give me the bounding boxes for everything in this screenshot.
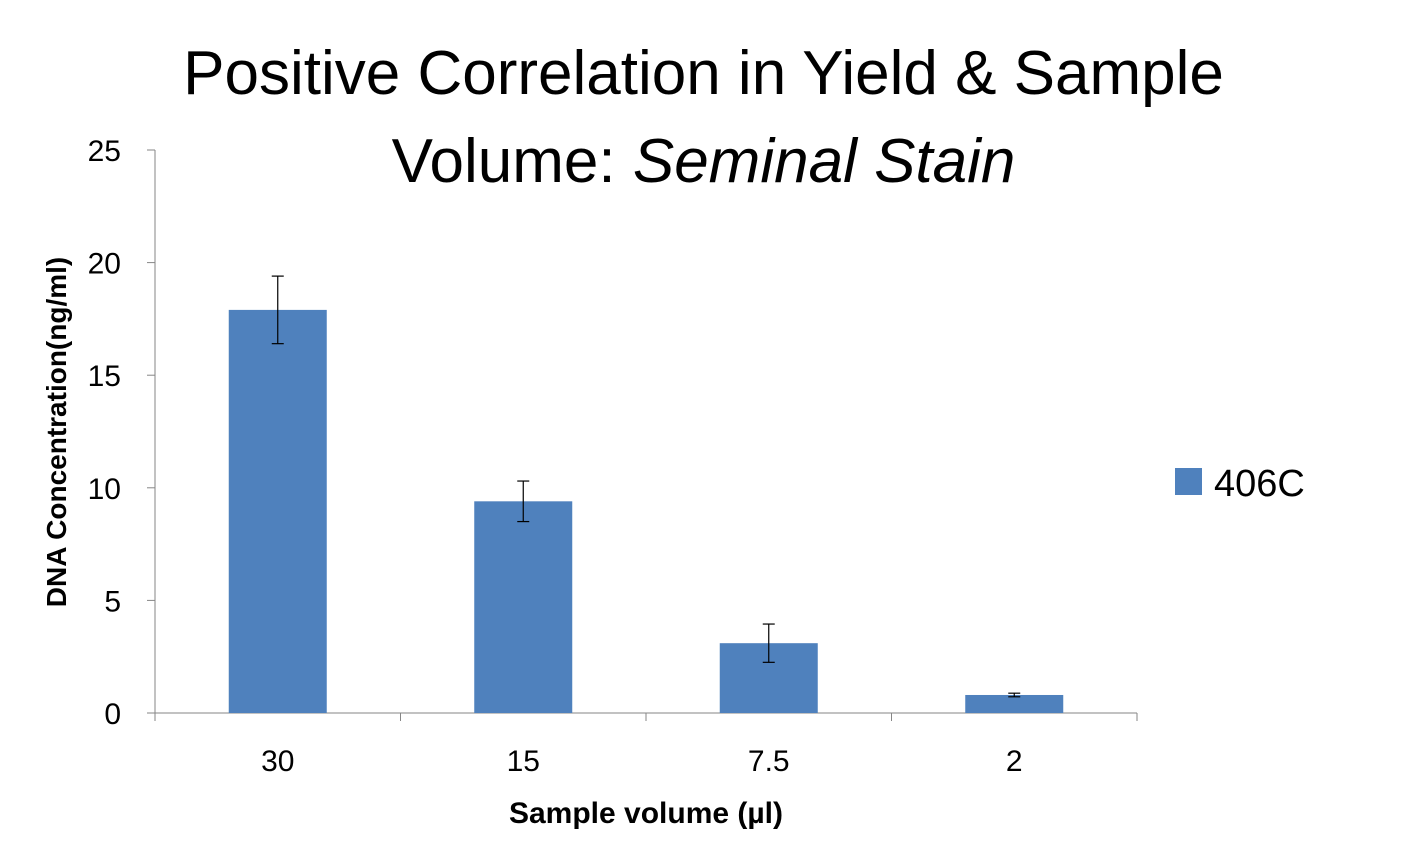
error-bar bbox=[271, 275, 284, 345]
x-tick-label: 2 bbox=[1006, 745, 1023, 778]
bar bbox=[965, 694, 1064, 713]
x-tick-label: 15 bbox=[507, 745, 540, 778]
y-tick-label: 0 bbox=[104, 698, 121, 731]
chart-title: Positive Correlation in Yield & Sample V… bbox=[0, 30, 1407, 206]
chart-title-line2-italic: Seminal Stain bbox=[632, 127, 1016, 196]
error-bar bbox=[1008, 692, 1021, 698]
y-tick-label: 20 bbox=[88, 248, 121, 281]
y-tick-label: 10 bbox=[88, 473, 121, 506]
y-tick-label: 15 bbox=[88, 360, 121, 393]
legend-label: 406C bbox=[1214, 463, 1305, 505]
error-bar bbox=[517, 480, 530, 523]
bar bbox=[474, 501, 573, 713]
x-tick-label: 7.5 bbox=[748, 745, 790, 778]
y-axis-label: DNA Concentration(ng/ml) bbox=[41, 257, 72, 608]
y-tick-label: 5 bbox=[104, 585, 121, 618]
plot-area: 0 5 10 15 20 25 30 15 7.5 2 bbox=[88, 135, 1138, 778]
bar bbox=[228, 309, 327, 713]
legend: 406C bbox=[1175, 463, 1305, 505]
x-tick-label: 30 bbox=[261, 745, 294, 778]
chart-title-line2-plain: Volume: bbox=[391, 127, 633, 196]
error-bar bbox=[762, 623, 775, 663]
chart-title-line2: Volume: Seminal Stain bbox=[0, 118, 1407, 206]
legend-swatch bbox=[1175, 468, 1202, 495]
x-axis-label: Sample volume (µl) bbox=[509, 797, 783, 830]
y-tick-label: 25 bbox=[88, 135, 121, 168]
chart-title-line1: Positive Correlation in Yield & Sample bbox=[183, 39, 1224, 108]
